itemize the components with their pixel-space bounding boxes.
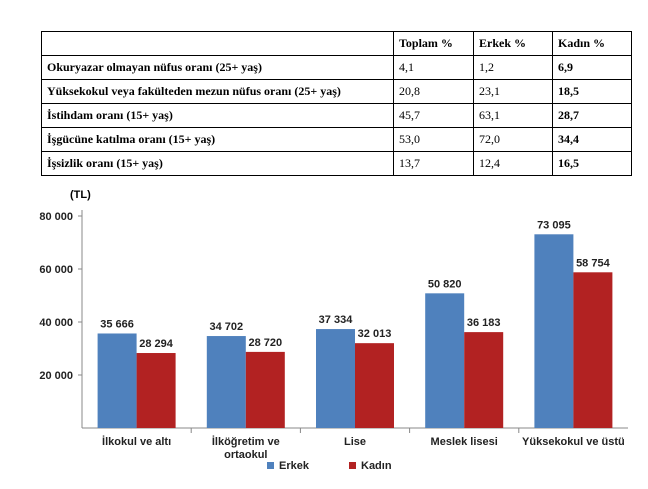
row-label: İşgücüne katılma oranı (15+ yaş)	[41, 127, 394, 152]
bar-kadın	[245, 351, 285, 428]
cell-total: 53,0	[393, 127, 474, 152]
data-label: 28 294	[139, 338, 174, 350]
table-row: Yüksekokul veya fakülteden mezun nüfus o…	[41, 79, 632, 104]
cell-total: 20,8	[393, 79, 474, 104]
bar-kadın	[355, 343, 394, 428]
legend-swatch-erkek	[267, 462, 274, 469]
bar-kadın	[573, 272, 613, 428]
x-tick-label: ortaokul	[224, 449, 267, 461]
y-tick-label: 80 000	[39, 211, 73, 223]
cell-male: 63,1	[473, 103, 553, 128]
cell-male: 23,1	[473, 79, 553, 104]
table-header-row: Toplam % Erkek % Kadın %	[41, 31, 632, 56]
cell-female: 34,4	[552, 127, 632, 152]
statistics-table: Toplam % Erkek % Kadın % Okuryazar olmay…	[41, 31, 632, 176]
data-label: 73 095	[537, 219, 571, 231]
data-label: 37 334	[319, 314, 354, 326]
legend-label-erkek: Erkek	[279, 460, 310, 472]
bar-kadın	[464, 332, 504, 428]
y-tick-label: 40 000	[39, 317, 73, 329]
cell-total: 13,7	[393, 151, 474, 176]
cell-female: 28,7	[552, 103, 632, 128]
data-label: 58 754	[576, 257, 611, 269]
x-tick-label: İlköğretim ve	[212, 435, 280, 448]
header-total: Toplam %	[393, 31, 474, 56]
row-label: İşsizlik oranı (15+ yaş)	[41, 151, 394, 176]
cell-male: 12,4	[473, 151, 553, 176]
header-empty	[41, 31, 394, 56]
row-label: Okuryazar olmayan nüfus oranı (25+ yaş)	[41, 55, 394, 80]
cell-male: 72,0	[473, 127, 553, 152]
table-row: İşgücüne katılma oranı (15+ yaş) 53,0 72…	[41, 127, 632, 152]
bar-kadın	[136, 353, 176, 428]
x-tick-label: İlkokul ve altı	[102, 435, 171, 448]
bar-erkek	[425, 293, 465, 428]
cell-total: 45,7	[393, 103, 474, 128]
data-label: 32 013	[358, 328, 392, 340]
cell-female: 18,5	[552, 79, 632, 104]
y-tick-label: 60 000	[39, 264, 73, 276]
row-label: İstihdam oranı (15+ yaş)	[41, 103, 394, 128]
y-tick-label: 20 000	[39, 370, 73, 382]
earnings-bar-chart: (TL) 20 000 40 000 60 000 80 000 35 666 28 294…	[39, 189, 628, 472]
cell-male: 1,2	[473, 55, 553, 80]
header-female: Kadın %	[552, 31, 632, 56]
x-tick-label: Meslek lisesi	[431, 436, 498, 448]
cell-female: 6,9	[552, 55, 632, 80]
legend-label-kadın: Kadın	[361, 460, 392, 472]
header-male: Erkek %	[473, 31, 553, 56]
bar-erkek	[206, 336, 246, 428]
bar-erkek	[316, 329, 355, 428]
table-row: Okuryazar olmayan nüfus oranı (25+ yaş) …	[41, 55, 632, 80]
data-label: 50 820	[428, 278, 462, 290]
cell-female: 16,5	[552, 151, 632, 176]
data-label: 35 666	[100, 318, 134, 330]
bar-erkek	[534, 234, 574, 428]
bar-erkek	[97, 333, 137, 428]
data-label: 36 183	[467, 317, 501, 329]
x-tick-label: Yüksekokul ve üstü	[522, 436, 625, 448]
legend-swatch-kadın	[349, 462, 356, 469]
row-label: Yüksekokul veya fakülteden mezun nüfus o…	[41, 79, 394, 104]
data-label: 34 702	[209, 321, 243, 333]
y-axis-unit-label: (TL)	[70, 189, 91, 201]
x-tick-label: Lise	[344, 436, 366, 448]
table-row: İstihdam oranı (15+ yaş) 45,7 63,1 28,7	[41, 103, 632, 128]
data-label: 28 720	[248, 337, 282, 349]
cell-total: 4,1	[393, 55, 474, 80]
table-row: İşsizlik oranı (15+ yaş) 13,7 12,4 16,5	[41, 151, 632, 176]
